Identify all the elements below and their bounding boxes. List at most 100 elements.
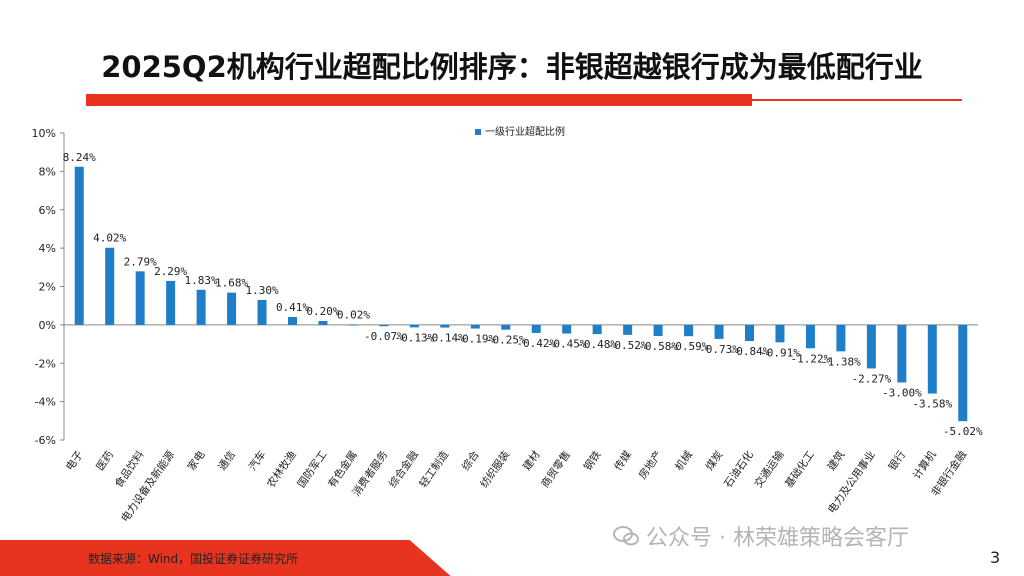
bar-20	[684, 324, 694, 337]
bar-29	[958, 324, 968, 422]
data-label-7: 0.41%	[276, 301, 309, 314]
category-label-13: 综合	[459, 448, 482, 473]
bar-26	[866, 324, 876, 369]
title-underline-thin	[752, 99, 962, 101]
bar-15	[531, 324, 541, 333]
wechat-icon	[613, 526, 639, 546]
data-label-6: 1.30%	[245, 284, 278, 297]
bar-22	[745, 324, 754, 341]
y-tick-label: -6%	[35, 434, 56, 447]
source-note: 数据来源：Wind，国投证券证券研究所	[88, 552, 299, 566]
category-label-17: 钢铁	[581, 448, 604, 473]
y-tick-label: 4%	[39, 242, 56, 255]
data-label-22: -0.84%	[730, 345, 770, 358]
watermark-text: 公众号 · 林荣雄策略会客厅	[646, 526, 909, 551]
bar-1	[105, 247, 115, 325]
category-label-5: 通信	[216, 449, 238, 473]
category-label-27: 银行	[886, 448, 909, 473]
data-label-4: 1.83%	[185, 274, 218, 287]
bar-23	[775, 324, 785, 343]
data-label-1: 4.02%	[93, 232, 126, 245]
category-label-6: 汽车	[246, 448, 269, 473]
bar-18	[623, 324, 633, 335]
data-label-14: -0.25%	[486, 334, 526, 347]
category-label-25: 建筑	[825, 448, 848, 473]
category-label-22: 石油石化	[721, 448, 756, 490]
y-tick-label: 8%	[39, 165, 56, 178]
category-label-1: 医药	[94, 449, 116, 473]
category-label-14: 纺织服装	[477, 448, 512, 490]
bar-17	[592, 324, 602, 335]
legend-label: 一级行业超配比例	[485, 125, 565, 138]
data-label-19: -0.58%	[638, 340, 678, 353]
data-label-25: -1.38%	[821, 355, 861, 368]
category-label-12: 轻工制造	[417, 448, 452, 490]
bar-28	[927, 324, 937, 394]
category-label-18: 传媒	[611, 448, 634, 473]
bar-21	[714, 324, 724, 339]
bar-27	[897, 324, 907, 383]
data-label-21: -0.73%	[699, 343, 739, 356]
bar-24	[805, 324, 815, 349]
category-label-9: 有色金属	[325, 448, 360, 490]
footer-red-band	[0, 540, 451, 576]
legend-swatch	[475, 129, 481, 135]
category-label-15: 建材	[520, 448, 543, 473]
bar-14	[501, 324, 511, 330]
category-label-21: 煤炭	[703, 448, 726, 473]
category-label-8: 国防军工	[295, 448, 330, 490]
data-label-11: -0.13%	[394, 331, 434, 344]
y-tick-label: -2%	[35, 357, 56, 370]
page-number: 3	[990, 548, 1001, 567]
data-label-2: 2.79%	[124, 255, 157, 268]
y-tick-label: 10%	[32, 127, 56, 140]
data-label-17: -0.48%	[577, 338, 617, 351]
watermark: 公众号 · 林荣雄策略会客厅	[612, 520, 909, 552]
data-label-15: -0.42%	[516, 337, 556, 350]
bar-8	[318, 321, 328, 325]
bar-3	[166, 280, 176, 325]
category-label-19: 房地产	[636, 448, 665, 481]
data-label-5: 1.68%	[215, 277, 248, 290]
data-label-16: -0.45%	[547, 338, 587, 351]
category-label-4: 家电	[185, 448, 208, 473]
bar-6	[257, 299, 267, 325]
bar-16	[562, 324, 572, 334]
category-label-23: 交通运输	[752, 448, 787, 490]
bar-10	[379, 324, 389, 327]
data-label-20: -0.59%	[669, 340, 709, 353]
y-tick-label: 2%	[39, 281, 56, 294]
category-label-16: 商贸零售	[538, 448, 573, 490]
category-label-11: 综合金融	[386, 448, 421, 490]
y-tick-label: -4%	[35, 396, 56, 409]
bar-4	[196, 289, 206, 325]
bar-25	[836, 324, 846, 352]
bar-0	[74, 166, 84, 325]
category-label-24: 基础化工	[782, 448, 817, 490]
data-label-9: 0.02%	[337, 308, 370, 321]
data-label-27: -3.00%	[882, 386, 922, 399]
bar-2	[135, 271, 145, 325]
industry-overweight-bar-chart: 10% 8% 6% 4% 2% 0% -2% -4% -6% 一级行业超配比例 8.24% 电子 4.0…	[32, 125, 983, 525]
y-tick-label: 0%	[39, 319, 56, 332]
bar-9	[348, 324, 358, 326]
title-underline	[86, 94, 752, 106]
footer-bar	[0, 540, 1024, 576]
category-label-7: 农林牧渔	[264, 448, 299, 490]
category-label-0: 电子	[63, 448, 86, 473]
category-label-20: 机械	[672, 448, 695, 473]
data-label-8: 0.20%	[306, 305, 339, 318]
bar-11	[409, 324, 419, 328]
category-label-28: 计算机	[910, 448, 939, 482]
bar-7	[288, 317, 297, 325]
data-label-18: -0.52%	[608, 339, 648, 352]
data-label-26: -2.27%	[851, 372, 891, 385]
bar-13	[470, 324, 480, 329]
data-label-29: -5.02%	[943, 425, 983, 438]
data-label-24: -1.22%	[791, 352, 831, 365]
data-label-0: 8.24%	[63, 151, 96, 164]
data-label-28: -3.58%	[912, 398, 952, 411]
y-tick-label: 6%	[39, 204, 56, 217]
category-label-3: 电力设备及新能源	[118, 448, 177, 525]
data-label-23: -0.91%	[760, 346, 800, 359]
